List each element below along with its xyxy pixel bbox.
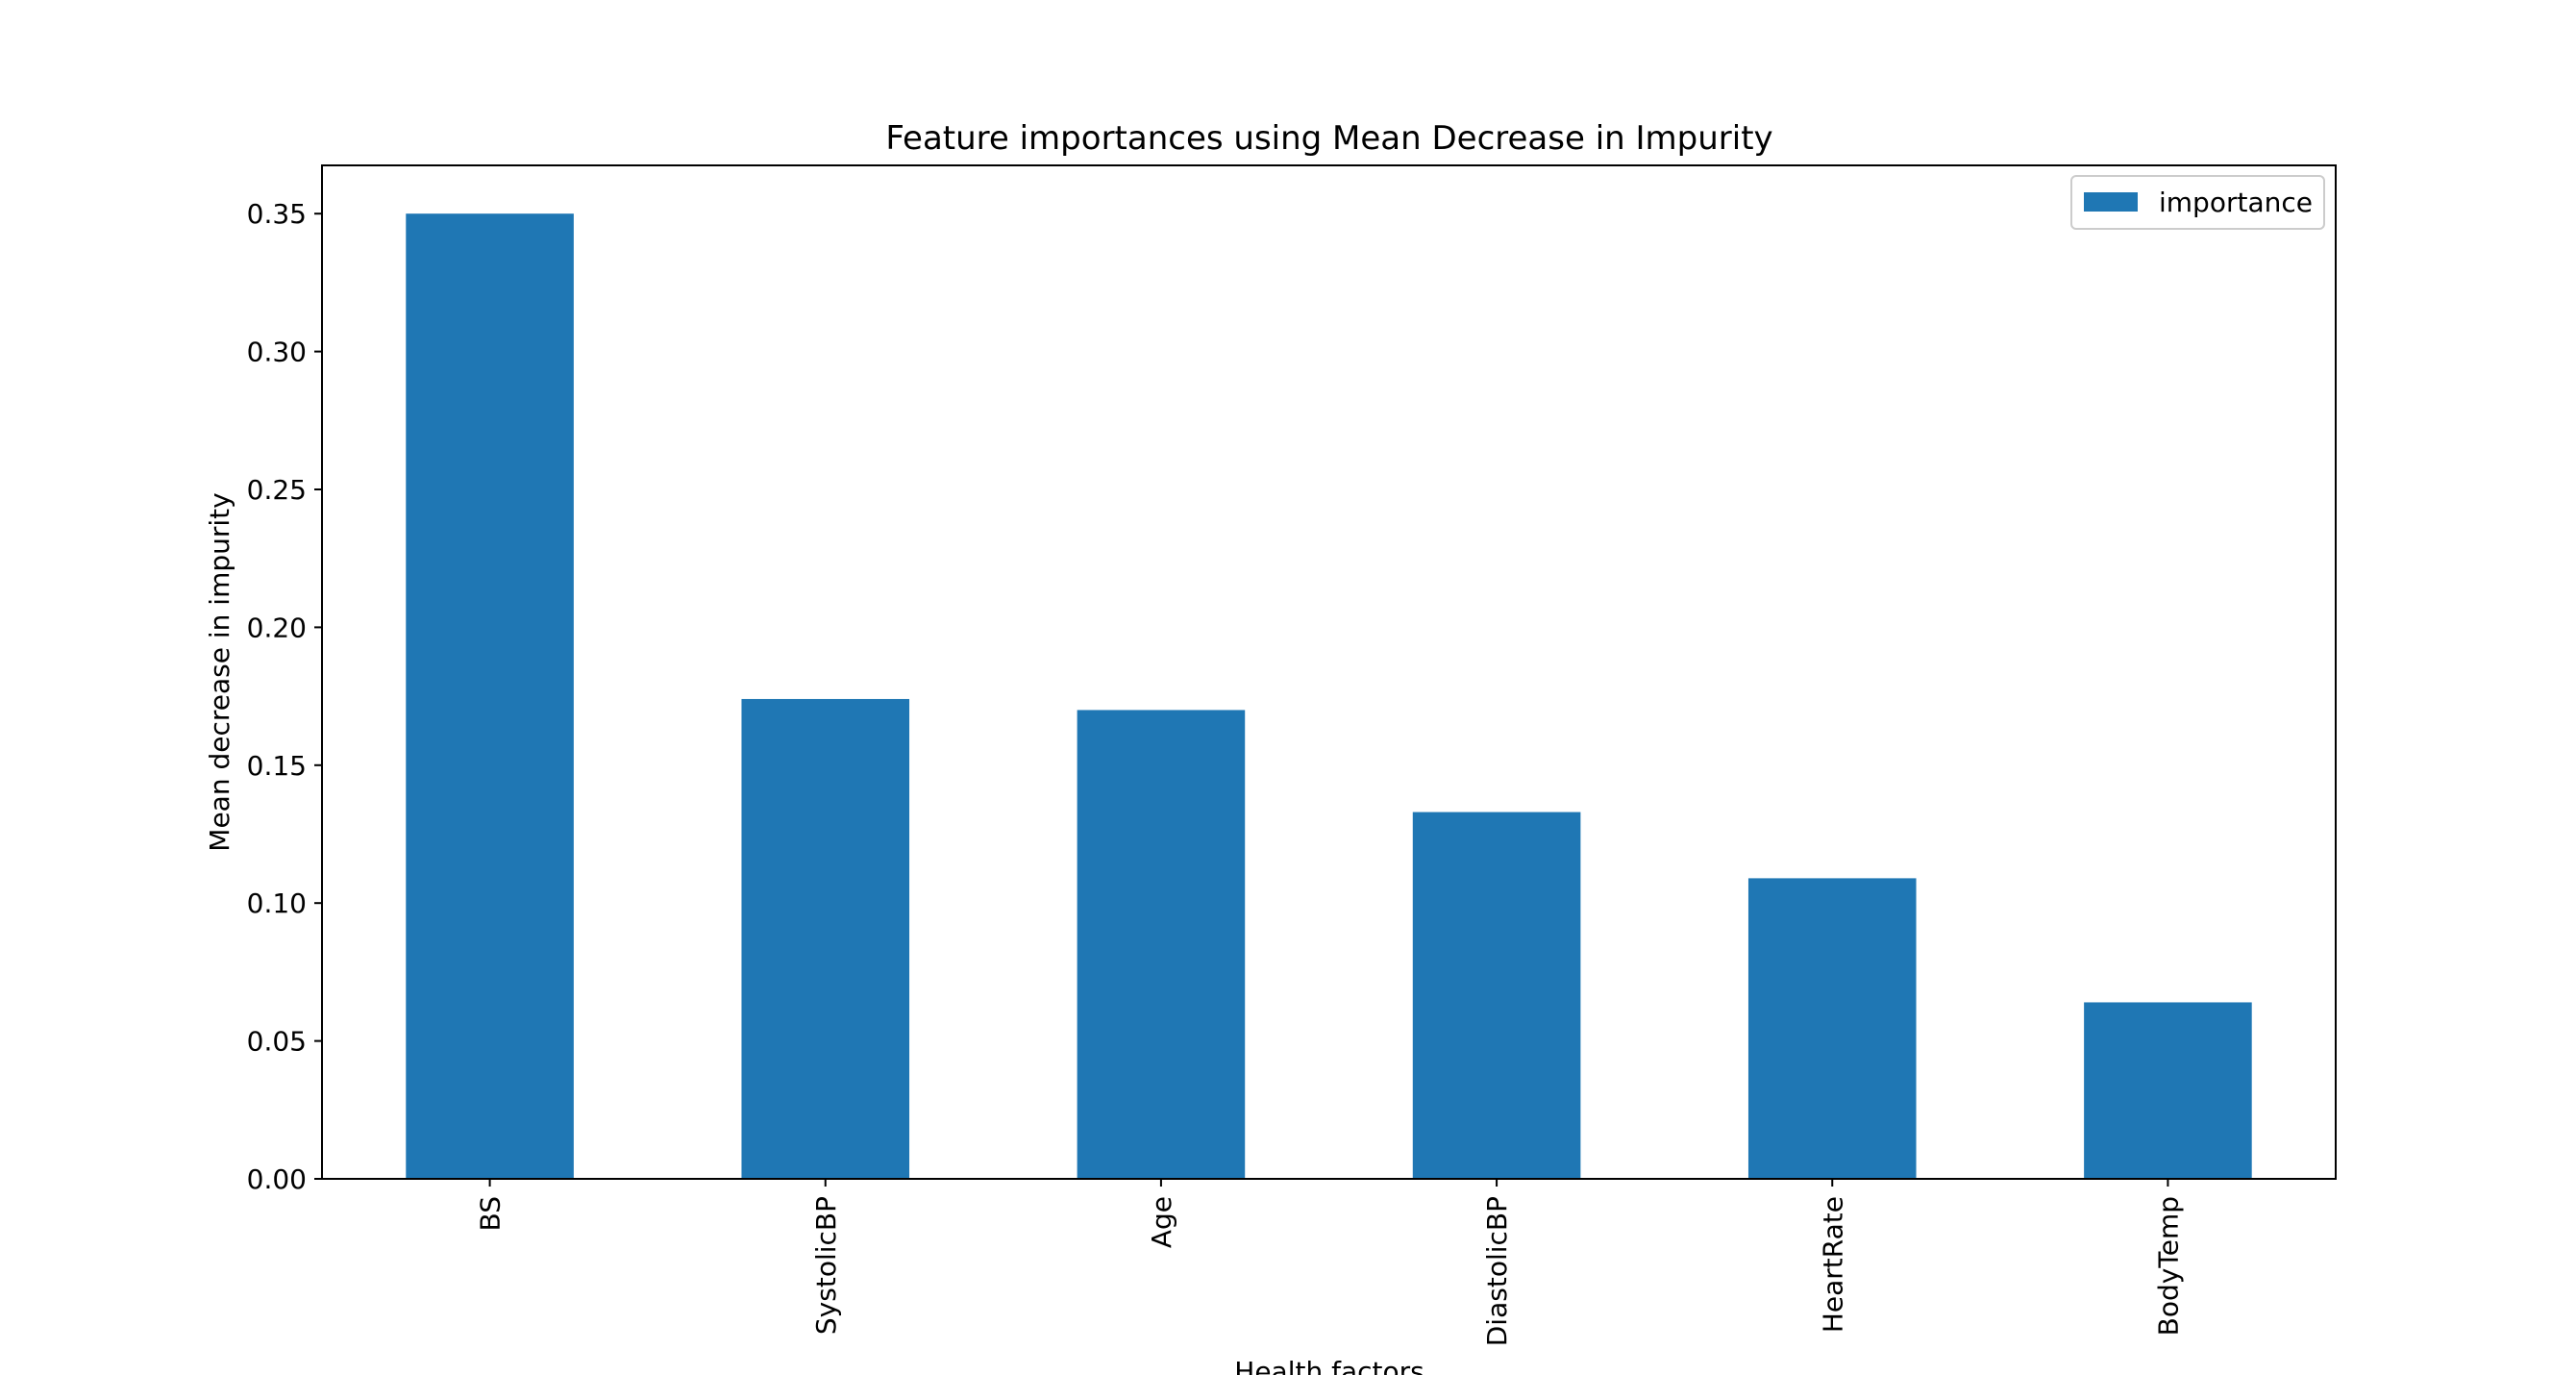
bars-layer: [406, 213, 2252, 1179]
bar-age: [1077, 710, 1246, 1179]
y-tick-label: 0.00: [247, 1163, 307, 1195]
bar-systolicbp: [741, 698, 910, 1179]
x-tick-label: HeartRate: [1817, 1196, 1848, 1333]
legend: importance: [2070, 175, 2325, 230]
y-tick-label: 0.30: [247, 337, 307, 368]
x-tick-label: BS: [475, 1196, 507, 1232]
legend-swatch: [2084, 192, 2138, 212]
x-tick-label: SystolicBP: [810, 1196, 842, 1335]
y-axis-label: Mean decrease in impurity: [204, 492, 235, 851]
x-tick-label: Age: [1146, 1196, 1177, 1248]
y-tick-label: 0.10: [247, 888, 307, 919]
bar-diastolicbp: [1412, 812, 1581, 1179]
y-tick-label: 0.25: [247, 474, 307, 506]
legend-frame: [2070, 175, 2325, 230]
chart-title: Feature importances using Mean Decrease …: [885, 119, 1772, 158]
y-tick-label: 0.35: [247, 198, 307, 230]
plot-area-frame: [321, 164, 2337, 1180]
y-tick-label: 0.05: [247, 1026, 307, 1058]
legend-label: importance: [2159, 187, 2313, 218]
y-tick-label: 0.20: [247, 612, 307, 643]
bar-heartrate: [1747, 878, 1917, 1179]
bar-bodytemp: [2084, 1002, 2252, 1179]
y-tick-label: 0.15: [247, 750, 307, 782]
bar-bs: [406, 213, 574, 1179]
x-tick-label: DiastolicBP: [1481, 1196, 1513, 1346]
ticks-layer: BS SystolicBP Age DiastolicBP HeartRate BodyT…: [247, 198, 2185, 1346]
x-axis-label: Health factors: [1234, 1356, 1424, 1375]
x-tick-label: BodyTemp: [2152, 1196, 2184, 1336]
